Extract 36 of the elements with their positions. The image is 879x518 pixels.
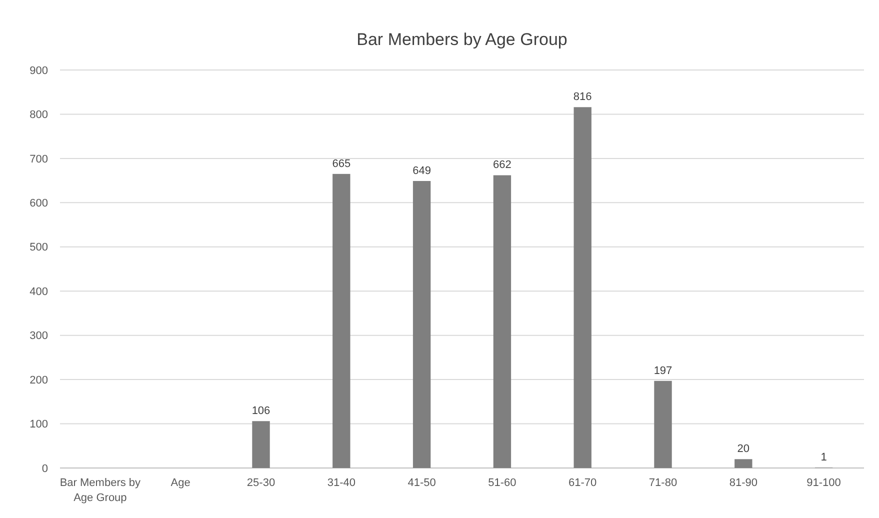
x-tick-label: 41-50 bbox=[408, 477, 436, 489]
y-tick-label: 600 bbox=[30, 198, 48, 210]
bar bbox=[574, 107, 592, 468]
data-label: 816 bbox=[573, 91, 592, 104]
x-tick-label: 51-60 bbox=[488, 477, 516, 489]
data-label: 197 bbox=[654, 364, 672, 377]
y-tick-label: 400 bbox=[30, 286, 48, 298]
x-tick-label: Age bbox=[170, 477, 190, 489]
data-label: 1 bbox=[820, 452, 827, 464]
x-tick-label: 71-80 bbox=[648, 477, 678, 489]
y-tick-label: 500 bbox=[30, 242, 48, 254]
data-label: 106 bbox=[252, 405, 270, 418]
bar bbox=[734, 459, 752, 468]
bar bbox=[332, 174, 350, 468]
data-label: 20 bbox=[737, 443, 750, 456]
y-tick-label: 900 bbox=[30, 64, 48, 77]
y-tick-label: 200 bbox=[30, 374, 48, 386]
x-tick-label: 81-90 bbox=[729, 477, 758, 489]
x-tick-label: 31-40 bbox=[327, 477, 356, 489]
y-tick-label: 700 bbox=[30, 153, 48, 166]
chart-title: Bar Members by Age Group bbox=[356, 30, 568, 49]
y-tick-label: 0 bbox=[42, 462, 48, 475]
y-tick-label: 100 bbox=[30, 418, 48, 431]
data-label: 649 bbox=[412, 165, 431, 177]
data-label: 662 bbox=[493, 159, 512, 172]
x-tick-label: 25-30 bbox=[246, 477, 276, 489]
x-tick-label: 61-70 bbox=[568, 477, 597, 489]
bar bbox=[252, 421, 270, 468]
y-tick-label: 800 bbox=[30, 109, 48, 122]
bar bbox=[493, 175, 512, 468]
y-tick-label: 300 bbox=[30, 330, 48, 342]
data-label: 665 bbox=[332, 158, 351, 170]
x-tick-label: Bar Members by Age Group bbox=[60, 477, 142, 504]
bar bbox=[654, 380, 672, 468]
bar bbox=[412, 181, 431, 468]
x-tick-label: 91-100 bbox=[806, 477, 841, 489]
